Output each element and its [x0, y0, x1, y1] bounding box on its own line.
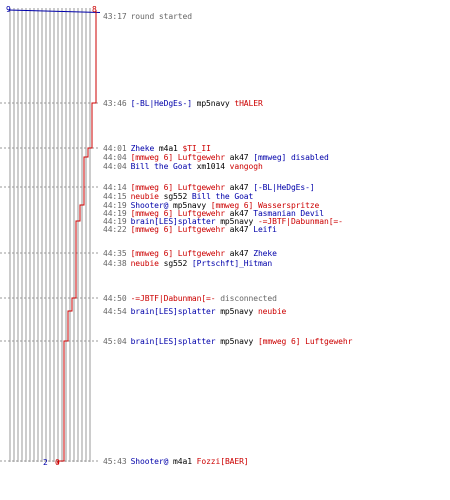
- red-count-end: 0: [55, 458, 60, 467]
- event-part: [mmweg 6] Luftgewehr: [257, 337, 353, 346]
- team-alive-chart: [0, 8, 100, 464]
- event-part: mp5navy: [220, 217, 258, 226]
- event-time: 44:54: [103, 307, 127, 316]
- event-line: 44:01 Zheke m4a1 $TI_II: [103, 144, 211, 153]
- event-line: 44:22 [mmweg 6] Luftgewehr ak47 Leifi: [103, 225, 277, 234]
- event-line: 44:15 neubie sg552 Bill the Goat: [103, 192, 253, 201]
- event-line: 44:54 brain[LES]splatter mp5navy neubie: [103, 307, 286, 316]
- event-part: m4a1: [158, 144, 183, 153]
- event-time: 44:19: [103, 217, 127, 226]
- event-time: 44:50: [103, 294, 127, 303]
- event-line: 45:43 Shooter@ m4a1 Fozzi[BAER]: [103, 457, 249, 466]
- event-time: 44:19: [103, 201, 127, 210]
- event-part: Zheke: [130, 144, 159, 153]
- event-time: 44:22: [103, 225, 127, 234]
- event-line: 44:35 [mmweg 6] Luftgewehr ak47 Zheke: [103, 249, 277, 258]
- event-time: 44:19: [103, 209, 127, 218]
- event-part: [-BL|HeDgEs-]: [130, 99, 197, 108]
- event-part: mp5navy: [196, 99, 235, 108]
- event-line: 44:19 [mmweg 6] Luftgewehr ak47 Tasmanian…: [103, 209, 324, 218]
- event-part: mp5navy: [173, 201, 211, 210]
- event-line: 45:04 brain[LES]splatter mp5navy [mmweg 6…: [103, 337, 352, 346]
- event-part: Shooter@: [130, 457, 174, 466]
- event-part: Fozzi[BAER]: [196, 457, 249, 466]
- event-part: [mmweg 6] Wasserspritze: [210, 201, 320, 210]
- blue-count-end: 2: [43, 458, 48, 467]
- event-time: 44:35: [103, 249, 127, 258]
- event-part: [mmweg] disabled: [253, 153, 329, 162]
- event-line: 43:17 round started: [103, 12, 192, 21]
- event-part: [mmweg 6] Luftgewehr: [130, 153, 230, 162]
- red-team-line: [57, 10, 97, 464]
- event-part: [mmweg 6] Luftgewehr: [130, 225, 230, 234]
- event-part: -=JBTF|Dabunman[=-: [257, 217, 343, 226]
- event-part: Leifi: [253, 225, 277, 234]
- event-time: 43:46: [103, 99, 127, 108]
- event-part: [mmweg 6] Luftgewehr: [130, 209, 230, 218]
- event-time: 44:15: [103, 192, 127, 201]
- event-part: mp5navy: [220, 337, 258, 346]
- event-part: ak47: [229, 183, 254, 192]
- event-line: 44:19 Shooter@ mp5navy [mmweg 6] Wassersp…: [103, 201, 319, 210]
- event-part: Bill the Goat: [191, 192, 254, 201]
- event-part: ak47: [229, 249, 254, 258]
- event-part: mp5navy: [220, 307, 258, 316]
- event-part: [-BL|HeDgEs-]: [253, 183, 315, 192]
- event-part: vangogh: [229, 162, 263, 171]
- event-line: 43:46 [-BL|HeDgEs-] mp5navy tHALER: [103, 99, 263, 108]
- event-time: 44:04: [103, 153, 127, 162]
- event-line: 44:14 [mmweg 6] Luftgewehr ak47 [-BL|HeDg…: [103, 183, 315, 192]
- event-time: 45:04: [103, 337, 127, 346]
- event-part: neubie: [130, 259, 164, 268]
- event-part: neubie: [130, 192, 164, 201]
- blue-count-start: 9: [6, 5, 11, 14]
- event-time: 44:14: [103, 183, 127, 192]
- event-part: brain[LES]splatter: [130, 337, 221, 346]
- event-part: Zheke: [253, 249, 277, 258]
- event-part: $TI_II: [182, 144, 211, 153]
- event-part: [Prtschft]_Hitman: [191, 259, 273, 268]
- event-time: 44:38: [103, 259, 127, 268]
- event-part: m4a1: [173, 457, 197, 466]
- event-part: sg552: [163, 259, 192, 268]
- red-count-start: 8: [92, 5, 97, 14]
- event-part: disconnected: [220, 294, 277, 303]
- event-line: 44:38 neubie sg552 [Prtschft]_Hitman: [103, 259, 272, 268]
- event-line: 44:04 [mmweg 6] Luftgewehr ak47 [mmweg] d…: [103, 153, 329, 162]
- event-part: ak47: [229, 209, 254, 218]
- event-part: ak47: [229, 225, 254, 234]
- event-part: Tasmanian Devil: [253, 209, 324, 218]
- event-part: xm1014: [196, 162, 230, 171]
- event-time: 44:04: [103, 162, 127, 171]
- event-part: neubie: [257, 307, 287, 316]
- event-time: 43:17: [103, 12, 127, 21]
- event-line: 44:50 -=JBTF|Dabunman[=- disconnected: [103, 294, 277, 303]
- event-part: ak47: [229, 153, 254, 162]
- event-part: Bill the Goat: [130, 162, 197, 171]
- event-part: round started: [130, 12, 192, 21]
- event-time: 44:01: [103, 144, 127, 153]
- event-part: -=JBTF|Dabunman[=-: [130, 294, 221, 303]
- event-time: 45:43: [103, 457, 127, 466]
- event-line: 44:04 Bill the Goat xm1014 vangogh: [103, 162, 263, 171]
- event-part: [mmweg 6] Luftgewehr: [130, 183, 230, 192]
- event-part: Shooter@: [130, 201, 174, 210]
- event-part: brain[LES]splatter: [130, 307, 221, 316]
- event-part: brain[LES]splatter: [130, 217, 221, 226]
- event-part: [mmweg 6] Luftgewehr: [130, 249, 230, 258]
- event-line: 44:19 brain[LES]splatter mp5navy -=JBTF|D…: [103, 217, 343, 226]
- event-part: sg552: [163, 192, 192, 201]
- event-part: tHALER: [234, 99, 263, 108]
